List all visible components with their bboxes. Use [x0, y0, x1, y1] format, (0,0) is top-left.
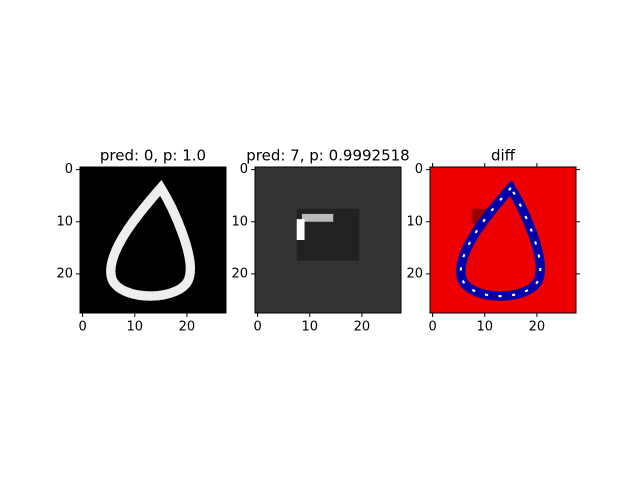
- y-tick-label: 20: [231, 266, 248, 281]
- axes-frame: [429, 166, 577, 314]
- axes-title: pred: 7, p: 0.9992518: [246, 147, 409, 165]
- y-tick-label: 10: [406, 214, 423, 229]
- x-tick-label: 20: [354, 320, 371, 335]
- x-tick-label: 20: [529, 320, 546, 335]
- y-tick-label: 20: [406, 266, 423, 281]
- x-tick-label: 0: [78, 320, 86, 335]
- x-tick-label: 0: [253, 320, 261, 335]
- y-tick-label: 0: [415, 162, 423, 177]
- axes-frame: [254, 166, 402, 314]
- y-tick-label: 10: [231, 214, 248, 229]
- axes-frame: [79, 166, 227, 314]
- axes-title: diff: [491, 147, 516, 165]
- y-tick-label: 0: [65, 162, 73, 177]
- x-tick-label: 10: [476, 320, 493, 335]
- image-2: [430, 167, 576, 313]
- axes-title: pred: 0, p: 1.0: [100, 147, 206, 165]
- y-tick-label: 10: [56, 214, 73, 229]
- x-tick-label: 0: [428, 320, 436, 335]
- image-0: [80, 167, 226, 313]
- y-tick-label: 20: [56, 266, 73, 281]
- x-tick-label: 10: [126, 320, 143, 335]
- image-1: [255, 167, 401, 313]
- y-tick-label: 0: [240, 162, 248, 177]
- x-tick-label: 20: [179, 320, 196, 335]
- x-tick-label: 10: [301, 320, 318, 335]
